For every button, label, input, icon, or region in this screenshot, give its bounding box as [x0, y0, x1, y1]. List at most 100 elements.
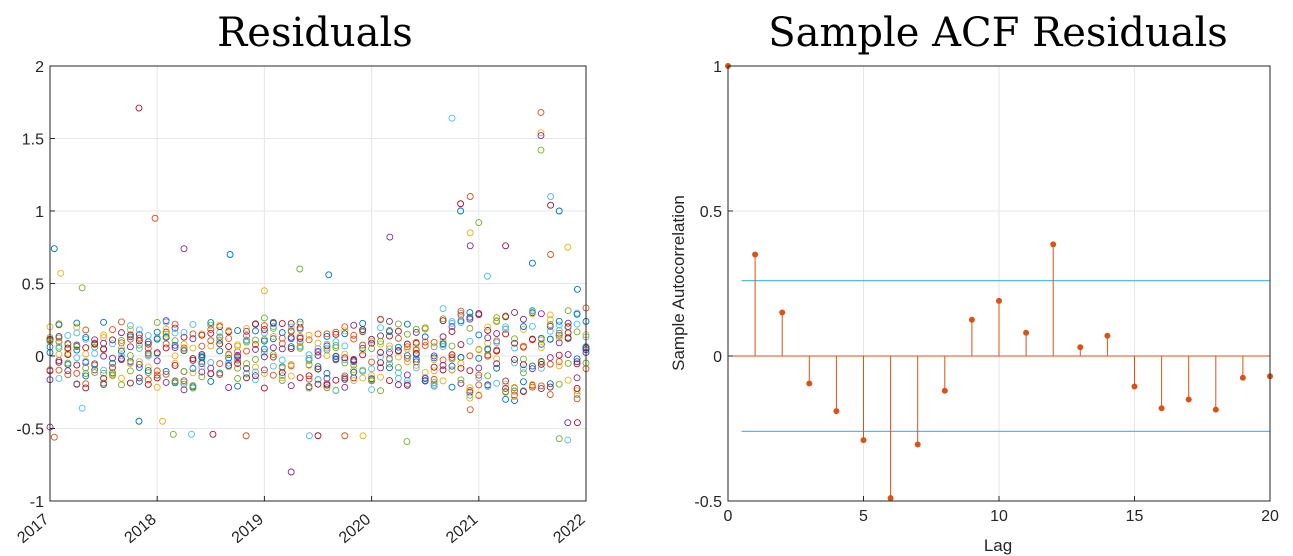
residual-point — [216, 371, 224, 378]
residual-point — [430, 343, 438, 351]
residual-point — [368, 335, 376, 343]
residual-point — [260, 384, 268, 392]
residual-point — [135, 344, 143, 352]
residual-point — [126, 331, 134, 339]
residual-point — [73, 369, 81, 377]
residual-point — [547, 201, 555, 209]
residual-point — [55, 332, 63, 340]
residual-point — [234, 348, 242, 356]
residual-point — [528, 310, 536, 318]
acf-x-tick-label: 0 — [724, 508, 733, 525]
residual-point — [226, 251, 234, 258]
acf-stem-marker — [1050, 241, 1057, 248]
residual-point — [269, 371, 277, 379]
residual-point — [243, 332, 250, 340]
residual-point — [135, 377, 143, 385]
residual-point — [466, 384, 474, 392]
residuals-y-tick-label: -0.5 — [16, 422, 44, 439]
residual-point — [386, 364, 393, 372]
residual-point — [207, 321, 215, 329]
residual-point — [368, 339, 376, 347]
residual-point — [386, 342, 393, 350]
residual-point — [252, 327, 259, 335]
residual-point — [439, 317, 447, 325]
residual-point — [555, 326, 563, 334]
residual-point — [377, 315, 384, 323]
residual-point — [234, 327, 242, 335]
residual-point — [546, 322, 554, 330]
residual-point — [448, 114, 456, 122]
residual-point — [252, 336, 259, 344]
residual-point — [73, 361, 81, 369]
acf-stem-marker — [1212, 406, 1219, 413]
residuals-y-tick-label: 0 — [35, 349, 44, 366]
residual-point — [278, 372, 286, 380]
residual-point — [457, 353, 465, 361]
residual-point — [109, 336, 116, 344]
residual-point — [439, 337, 447, 345]
residual-point — [421, 338, 429, 346]
acf-x-tick-label: 5 — [859, 508, 868, 525]
residual-point — [502, 380, 510, 388]
residual-point — [359, 319, 367, 327]
residual-point — [457, 207, 465, 215]
residual-point — [325, 271, 333, 279]
residual-point — [207, 319, 215, 327]
residual-point — [466, 391, 474, 399]
residual-point — [520, 378, 527, 386]
residual-point — [350, 335, 358, 343]
residual-point — [260, 322, 268, 330]
residual-point — [377, 340, 384, 348]
residual-point — [82, 326, 90, 334]
acf-stem-marker — [1158, 405, 1165, 412]
residual-point — [475, 331, 483, 339]
residual-point — [421, 342, 429, 350]
residual-point — [50, 245, 58, 253]
residual-point — [207, 325, 215, 333]
residual-point — [171, 344, 179, 352]
residuals-title: Residuals — [217, 10, 413, 56]
residual-point — [153, 371, 161, 379]
residual-point — [252, 368, 259, 376]
residual-point — [314, 345, 322, 353]
residual-point — [243, 327, 250, 335]
residual-point — [135, 360, 143, 368]
residual-point — [377, 353, 384, 361]
residual-point — [520, 315, 527, 323]
residual-point — [126, 322, 134, 329]
residual-point — [225, 343, 233, 351]
residual-point — [547, 193, 555, 200]
residual-point — [466, 387, 474, 395]
residual-point — [448, 366, 456, 374]
residual-point — [314, 348, 322, 355]
residual-point — [537, 382, 545, 390]
residual-point — [198, 342, 206, 350]
residual-point — [421, 333, 429, 341]
residual-point — [162, 340, 170, 348]
residuals-y-tick-label: 1 — [35, 204, 44, 221]
residual-point — [243, 347, 250, 355]
residual-point — [209, 430, 217, 438]
residual-point — [502, 388, 510, 396]
residual-point — [55, 375, 63, 382]
residual-point — [564, 360, 572, 367]
residual-point — [537, 364, 545, 372]
residual-point — [537, 336, 545, 344]
residual-point — [484, 381, 492, 389]
residual-point — [573, 310, 581, 318]
residual-point — [252, 345, 259, 353]
residual-point — [528, 381, 536, 388]
residual-point — [528, 365, 536, 373]
residual-point — [126, 333, 134, 341]
residual-point — [225, 384, 233, 391]
residual-point — [564, 243, 572, 251]
residual-point — [189, 320, 197, 328]
residual-point — [493, 360, 501, 368]
residual-point — [144, 376, 152, 384]
residual-point — [234, 353, 242, 361]
residual-point — [260, 348, 268, 356]
residuals-grid — [49, 65, 587, 502]
residual-point — [135, 341, 143, 349]
residual-point — [144, 369, 152, 377]
